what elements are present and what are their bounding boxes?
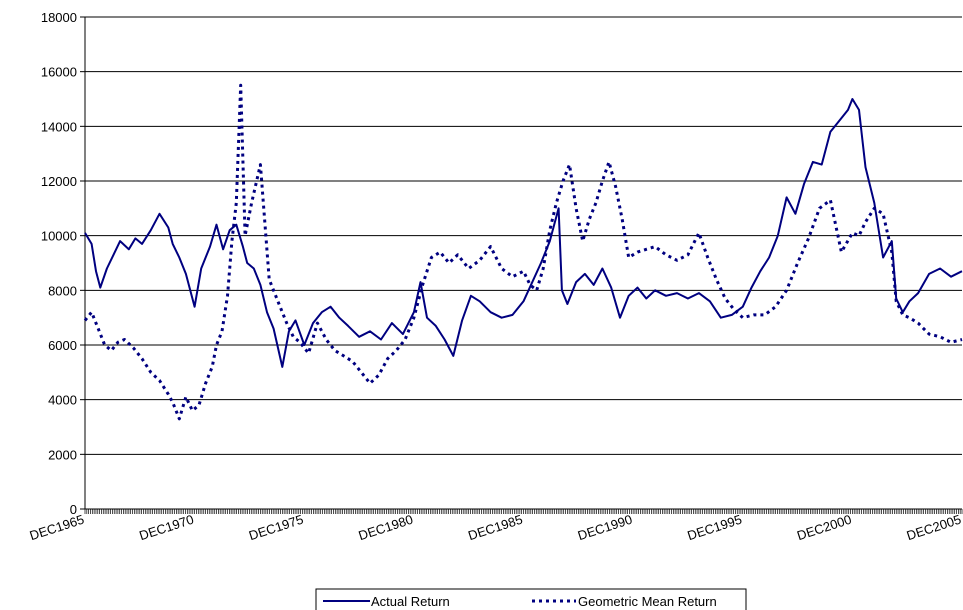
y-tick-label-0: 0 — [70, 502, 77, 517]
y-tick-label-2000: 2000 — [48, 447, 77, 462]
legend-label-actual-return: Actual Return — [371, 594, 450, 609]
axes — [80, 16, 962, 510]
x-tick-label-dec1975: DEC1975 — [247, 512, 305, 544]
y-tick-label-16000: 16000 — [41, 65, 77, 80]
x-tick-label-dec2005: DEC2005 — [905, 512, 963, 544]
y-tick-label-18000: 18000 — [41, 10, 77, 25]
legend-box — [315, 588, 747, 610]
y-tick-label-10000: 10000 — [41, 229, 77, 244]
x-minor-ticks — [84, 509, 963, 514]
x-tick-label-dec1980: DEC1980 — [357, 512, 415, 544]
legend-label-geometric-mean-return: Geometric Mean Return — [578, 594, 717, 609]
x-tick-label-dec1970: DEC1970 — [137, 512, 195, 544]
y-tick-label-8000: 8000 — [48, 283, 77, 298]
y-tick-label-12000: 12000 — [41, 174, 77, 189]
x-tick-label-dec1990: DEC1990 — [576, 512, 634, 544]
series-line-actual-return — [84, 98, 963, 368]
x-tick-label-dec1995: DEC1995 — [685, 512, 743, 544]
gridlines — [85, 16, 962, 455]
y-tick-labels: 0 2000 4000 6000 8000 10000 12000 14000 16000 180… — [41, 10, 77, 517]
x-tick-label-dec1985: DEC1985 — [466, 512, 524, 544]
x-tick-labels: DEC1965 DEC1970 DEC1975 DEC1980 DEC1985 DEC19… — [28, 512, 963, 544]
y-tick-label-14000: 14000 — [41, 119, 77, 134]
series-lines — [83, 83, 963, 421]
series-line-geometric-mean-return — [83, 83, 963, 421]
x-tick-label-dec2000: DEC2000 — [795, 512, 853, 544]
x-tick-label-dec1965: DEC1965 — [28, 512, 86, 544]
y-tick-label-4000: 4000 — [48, 393, 77, 408]
legend: Actual Return Geometric Mean Return — [315, 588, 747, 610]
y-tick-label-6000: 6000 — [48, 338, 77, 353]
